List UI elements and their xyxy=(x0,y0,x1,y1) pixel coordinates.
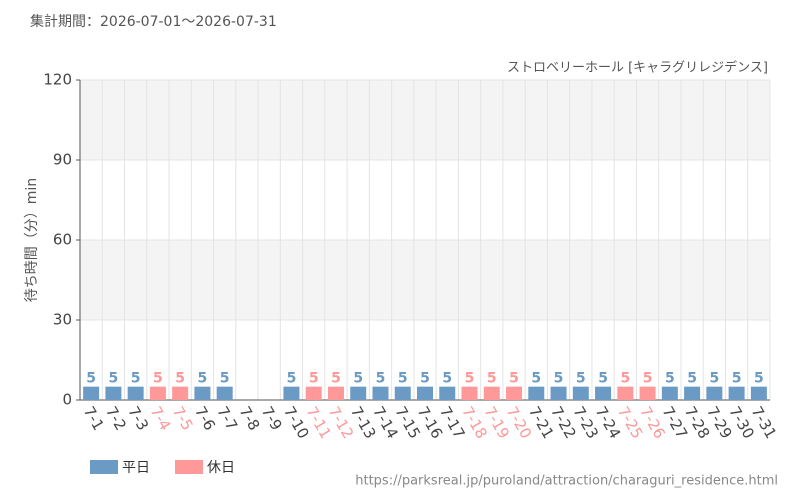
chart-title: 集計期間：2026-07-01～2026-07-31 xyxy=(30,13,277,30)
bar xyxy=(194,386,211,400)
value-label: 5 xyxy=(465,371,475,387)
legend-label: 平日 xyxy=(122,460,150,476)
value-label: 5 xyxy=(643,371,653,387)
y-tick-label: 30 xyxy=(53,311,72,329)
x-tick-label: 7-9 xyxy=(258,403,286,433)
bar xyxy=(172,386,189,400)
value-label: 5 xyxy=(554,371,564,387)
value-label: 5 xyxy=(620,371,630,387)
bar xyxy=(572,386,589,400)
value-label: 5 xyxy=(331,371,341,387)
legend-swatch xyxy=(175,460,203,474)
value-label: 5 xyxy=(376,371,386,387)
x-tick-label: 7-3 xyxy=(124,403,152,433)
bar xyxy=(327,386,344,400)
x-tick-label: 7-1 xyxy=(80,403,108,433)
bar xyxy=(706,386,723,400)
grid-band xyxy=(80,80,770,160)
value-label: 5 xyxy=(420,371,430,387)
value-label: 5 xyxy=(398,371,408,387)
value-label: 5 xyxy=(709,371,719,387)
value-label: 5 xyxy=(598,371,608,387)
y-tick-label: 60 xyxy=(53,231,72,249)
bar xyxy=(684,386,701,400)
legend-label: 休日 xyxy=(207,460,235,476)
bar xyxy=(728,386,745,400)
bar xyxy=(394,386,411,400)
value-label: 5 xyxy=(687,371,697,387)
value-label: 5 xyxy=(531,371,541,387)
bar xyxy=(750,386,767,400)
value-label: 5 xyxy=(175,371,185,387)
value-label: 5 xyxy=(86,371,96,387)
x-tick-label: 7-2 xyxy=(102,403,130,433)
x-tick-label: 7-5 xyxy=(169,403,197,433)
chart-subtitle: ストロベリーホール [キャラグリレジデンス] xyxy=(507,60,768,76)
value-label: 5 xyxy=(109,371,119,387)
value-label: 5 xyxy=(153,371,163,387)
bar xyxy=(506,386,523,400)
value-label: 5 xyxy=(198,371,208,387)
bar xyxy=(550,386,567,400)
value-label: 5 xyxy=(442,371,452,387)
bar xyxy=(372,386,389,400)
value-label: 5 xyxy=(487,371,497,387)
value-label: 5 xyxy=(353,371,363,387)
bar xyxy=(149,386,166,400)
x-tick-label: 7-7 xyxy=(213,403,241,433)
value-label: 5 xyxy=(309,371,319,387)
value-label: 5 xyxy=(754,371,764,387)
y-tick-label: 90 xyxy=(53,151,72,169)
value-label: 5 xyxy=(287,371,297,387)
bar xyxy=(617,386,634,400)
grid-band xyxy=(80,240,770,320)
legend-swatch xyxy=(90,460,118,474)
bar xyxy=(483,386,500,400)
bar xyxy=(595,386,612,400)
value-label: 5 xyxy=(509,371,519,387)
bar xyxy=(350,386,367,400)
bar xyxy=(216,386,233,400)
value-label: 5 xyxy=(665,371,675,387)
y-tick-label: 0 xyxy=(62,391,72,409)
value-label: 5 xyxy=(732,371,742,387)
value-label: 5 xyxy=(220,371,230,387)
value-label: 5 xyxy=(576,371,586,387)
value-label: 5 xyxy=(131,371,141,387)
bar xyxy=(439,386,456,400)
x-tick-label: 7-8 xyxy=(236,403,264,433)
x-tick-label: 7-6 xyxy=(191,403,219,433)
bar xyxy=(528,386,545,400)
x-tick-label: 7-4 xyxy=(147,403,175,433)
bar xyxy=(283,386,300,400)
bar xyxy=(127,386,144,400)
bar xyxy=(83,386,100,400)
bar xyxy=(639,386,656,400)
bar xyxy=(305,386,322,400)
bar xyxy=(105,386,122,400)
bar xyxy=(417,386,433,400)
bar xyxy=(461,386,478,400)
y-axis-label: 待ち時間（分）min xyxy=(24,178,40,302)
source-url: https://parksreal.jp/puroland/attraction… xyxy=(355,474,778,489)
y-tick-label: 120 xyxy=(43,71,72,89)
bar xyxy=(661,386,678,400)
